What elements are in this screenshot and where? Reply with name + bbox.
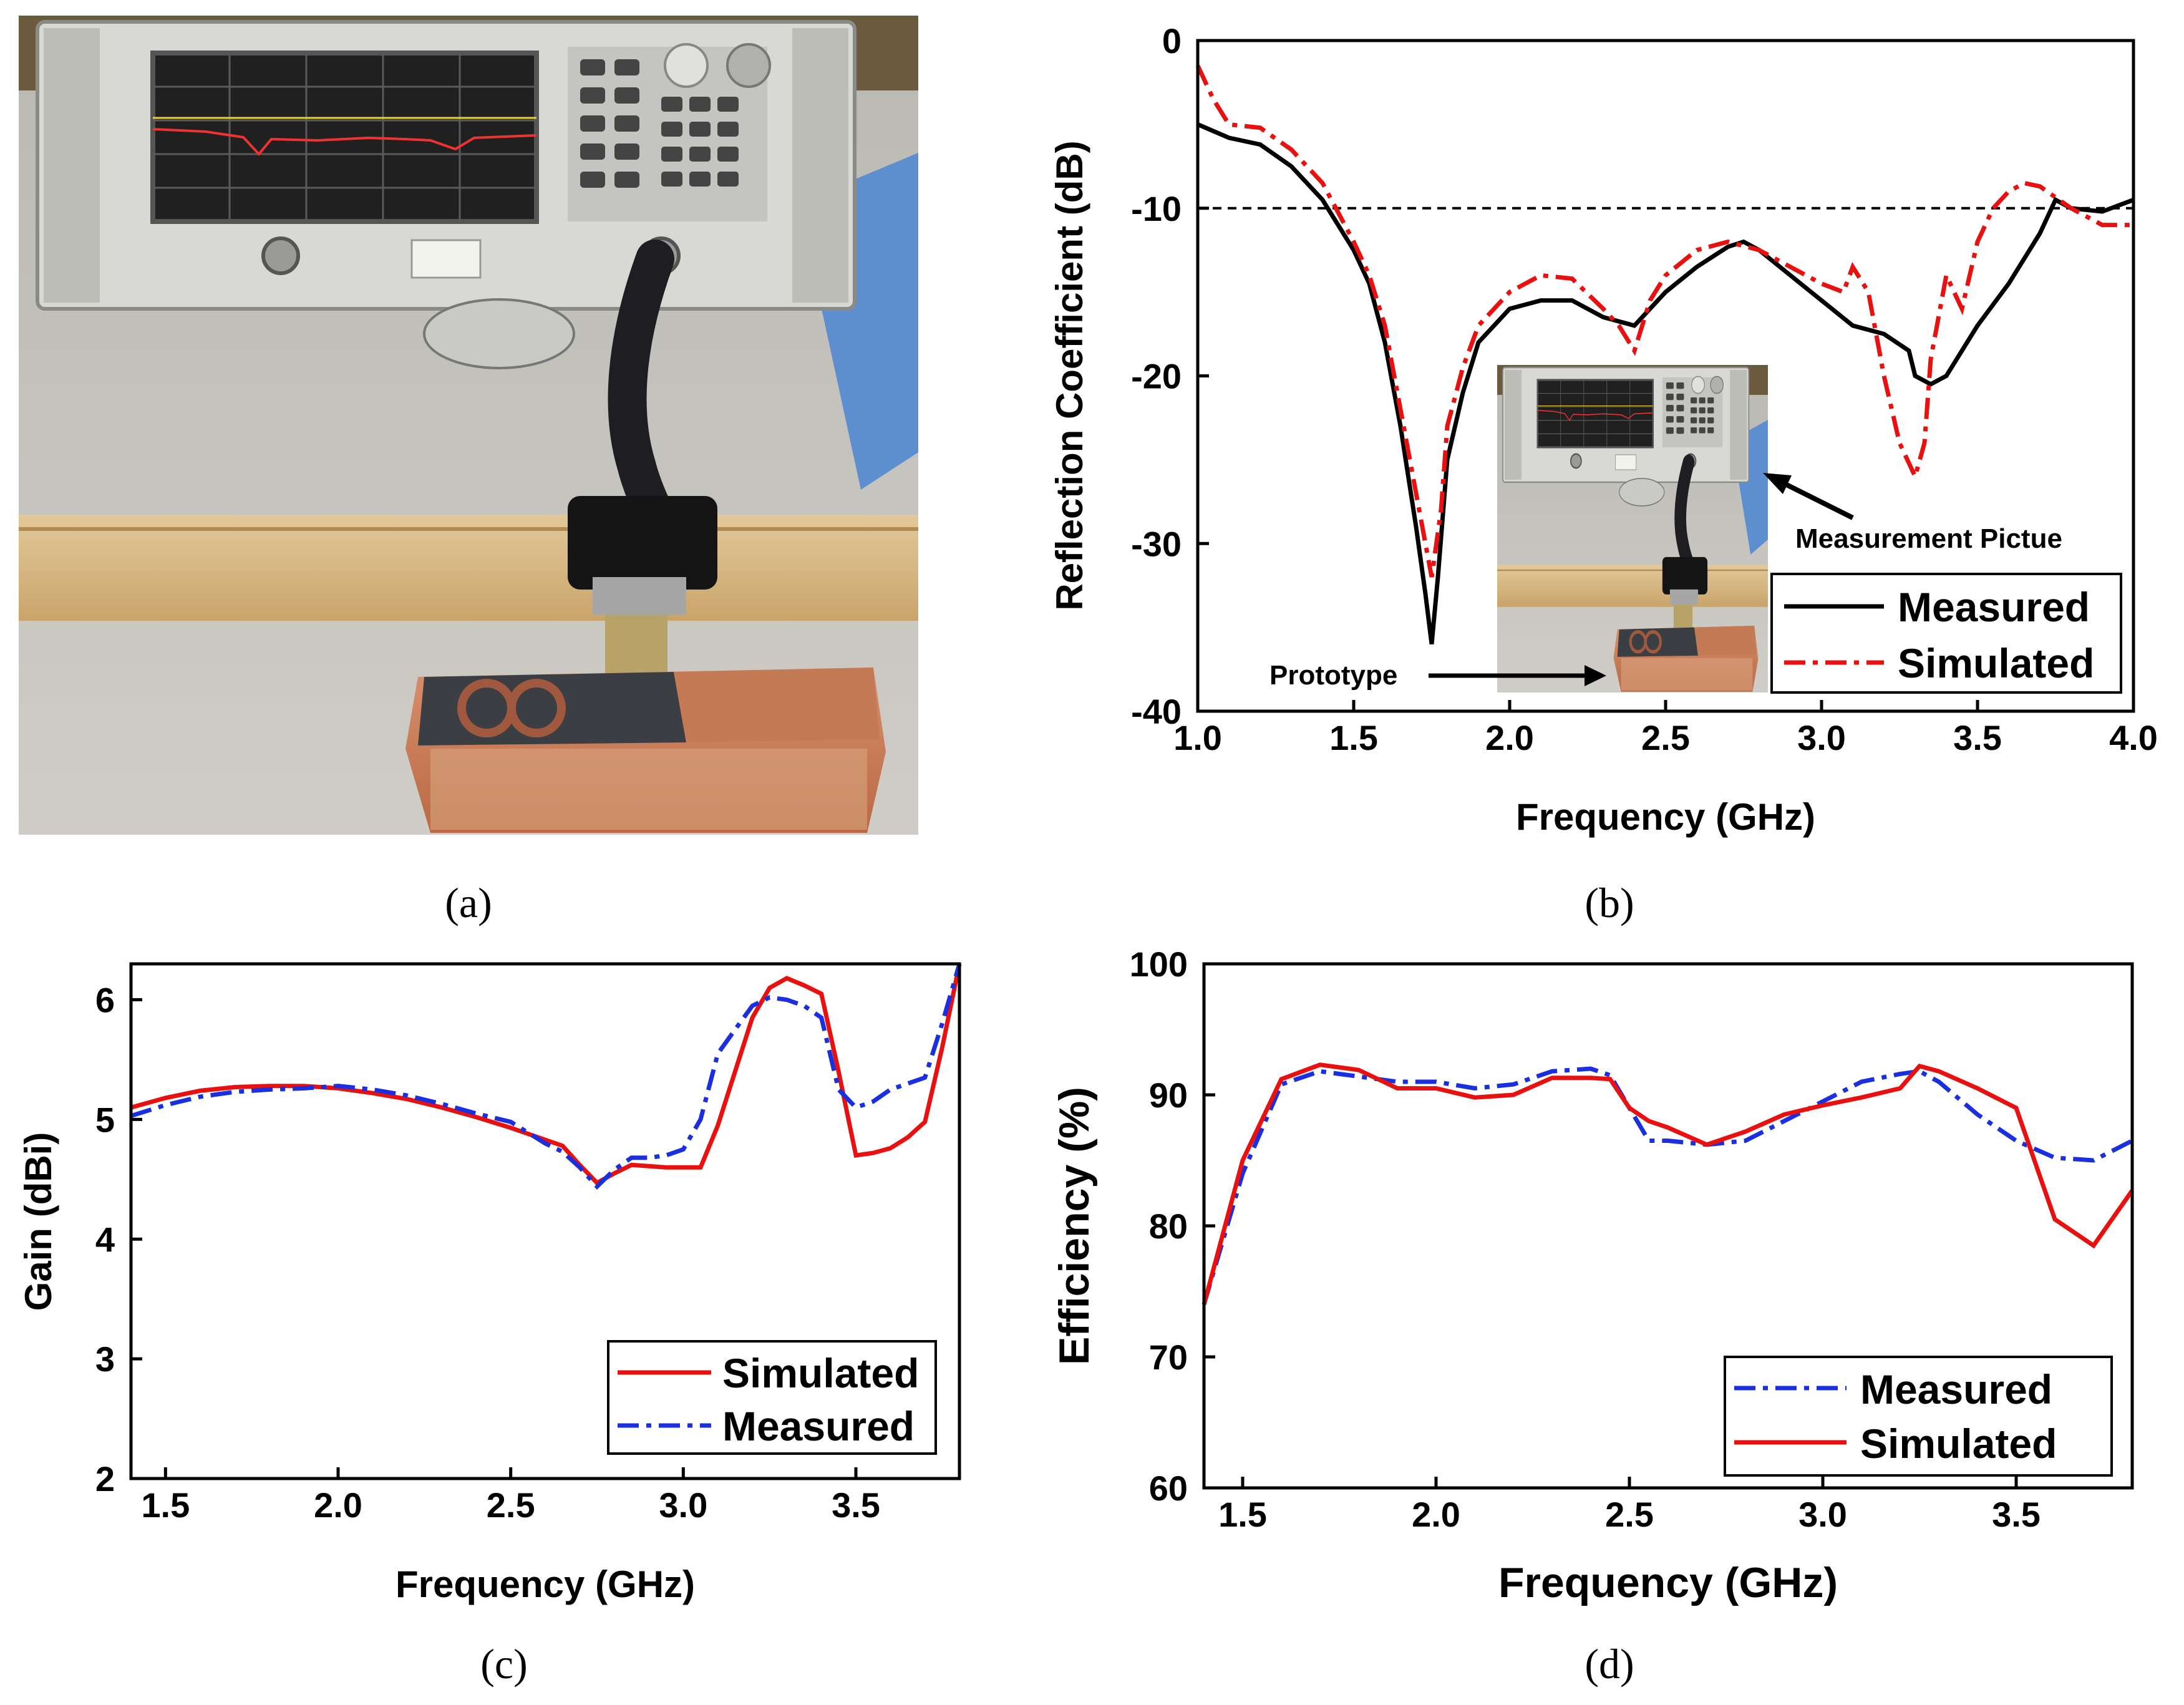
chart-d-xtick-label: 2.0: [1412, 1495, 1460, 1534]
chart-c-series-simulated: [130, 963, 962, 1186]
caption-d: (d): [1585, 1640, 1634, 1688]
chart-b-reflection-coefficient: 1.0 1.5 2.0 2.5 3.0 3.5 4.0 0 -10 -20 -30 -40 Measu…: [1049, 21, 2158, 838]
chart-d-xlabel: Frequency (GHz): [1498, 1559, 1838, 1606]
chart-b-ytick-label: -30: [1131, 524, 1182, 563]
chart-b-arrowhead-prototype: [1585, 665, 1606, 686]
chart-b-xtick-label: 2.0: [1485, 718, 1534, 757]
chart-b-xtick-label: 3.5: [1953, 718, 2002, 757]
chart-b-legend-measured: Measured: [1898, 584, 2090, 630]
chart-c-xlabel: Frequency (GHz): [396, 1563, 695, 1605]
caption-a: (a): [445, 879, 492, 926]
caption-b: (b): [1585, 879, 1634, 926]
chart-d-series-simulated: [1201, 1062, 2134, 1305]
chart-d-efficiency: 1.5 2.0 2.5 3.0 3.5 60 70 80 90 100 Measured Simu…: [1051, 945, 2134, 1606]
chart-c-xtick-label: 2.5: [487, 1485, 535, 1525]
panel-a-photo: [19, 16, 918, 835]
chart-d-xtick-label: 1.5: [1218, 1495, 1267, 1534]
chart-d-legend-simulated: Simulated: [1860, 1421, 2057, 1467]
chart-c-xtick-label: 2.0: [314, 1485, 362, 1525]
chart-d-ylabel: Efficiency (%): [1051, 1087, 1098, 1365]
chart-c-ytick-label: 4: [95, 1220, 115, 1259]
chart-d-xtick-label: 3.5: [1992, 1495, 2041, 1534]
chart-b-series-simulated: [1195, 64, 2133, 578]
chart-b-arrowhead-measurement: [1763, 473, 1792, 494]
chart-c-legend-simulated: Simulated: [722, 1350, 919, 1396]
chart-b-annotation-measurement: Measurement Pictue: [1795, 523, 2062, 554]
chart-b-inset-photo: [1497, 365, 1768, 692]
chart-d-legend-measured: Measured: [1860, 1366, 2052, 1412]
chart-c-legend-measured: Measured: [722, 1403, 915, 1449]
chart-b-ytick-label: 0: [1162, 21, 1182, 61]
chart-c-xtick-label: 3.0: [659, 1485, 707, 1525]
chart-c-xtick-label: 1.5: [141, 1485, 190, 1525]
chart-b-ytick-label: -10: [1131, 189, 1182, 228]
chart-c-ylabel: Gain (dBi): [17, 1132, 59, 1311]
chart-b-xtick-label: 1.5: [1329, 718, 1378, 757]
chart-d-ytick-label: 70: [1149, 1338, 1188, 1377]
chart-c-series-measured: [130, 963, 962, 1190]
measurement-setup-photo: [19, 16, 918, 835]
chart-d-ytick-label: 60: [1149, 1469, 1188, 1508]
chart-b-plot-frame: [1196, 39, 2135, 713]
chart-b-xtick-label: 3.0: [1797, 718, 1846, 757]
chart-b-legend-simulated: Simulated: [1898, 640, 2094, 686]
chart-d-legend: Measured Simulated: [1724, 1356, 2113, 1477]
chart-c-xtick-label: 3.5: [832, 1485, 880, 1525]
chart-b-xtick-label: 4.0: [2109, 718, 2158, 757]
chart-d-ytick-label: 100: [1130, 945, 1188, 984]
chart-c-ytick-label: 3: [95, 1339, 115, 1379]
chart-b-ylabel: Reflection Coefficient (dB): [1049, 140, 1090, 610]
chart-b-ytick-label: -40: [1131, 692, 1182, 731]
chart-d-ytick-label: 80: [1149, 1207, 1188, 1246]
chart-d-plot-frame: [1202, 962, 2134, 1490]
chart-b-ytick-label: -20: [1131, 357, 1182, 396]
chart-b-xtick-label: 2.5: [1641, 718, 1690, 757]
chart-c-plot-frame: [129, 962, 961, 1480]
chart-d-series-measured: [1201, 1066, 2133, 1305]
chart-c-ytick-label: 5: [95, 1100, 115, 1139]
chart-c-legend: Simulated Measured: [607, 1340, 937, 1455]
chart-d-ytick-label: 90: [1149, 1076, 1188, 1115]
chart-b-legend: Measured Simulated: [1770, 573, 2122, 694]
chart-c-ytick-label: 2: [95, 1459, 115, 1499]
chart-d-xtick-label: 2.5: [1605, 1495, 1654, 1534]
chart-b-xtick-label: 1.0: [1173, 718, 1222, 757]
chart-c-ytick-label: 6: [95, 981, 115, 1020]
chart-b-xlabel: Frequency (GHz): [1516, 796, 1815, 838]
chart-d-xtick-label: 3.0: [1798, 1495, 1847, 1534]
chart-b-series-measured: [1196, 122, 2135, 644]
caption-c: (c): [480, 1640, 527, 1688]
chart-b-annotation-prototype: Prototype: [1269, 660, 1397, 691]
